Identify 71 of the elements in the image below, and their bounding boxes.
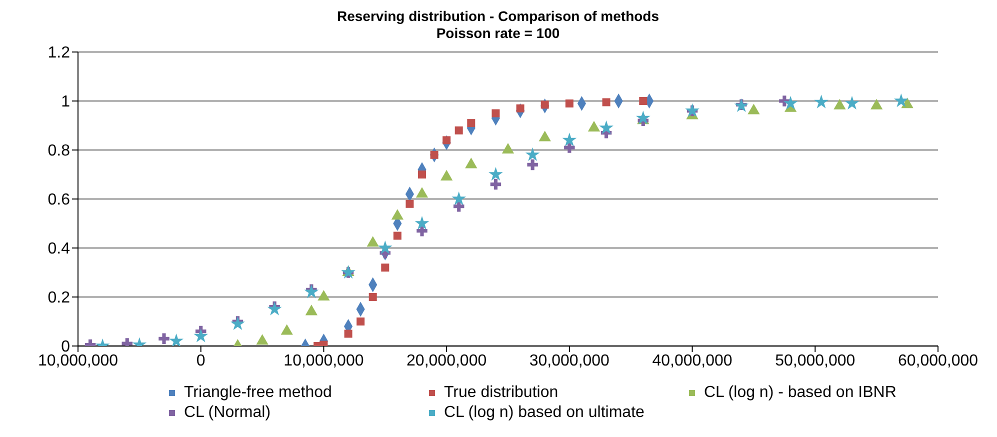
- point: [393, 232, 402, 240]
- point: [414, 216, 430, 230]
- legend-label: CL (Normal): [184, 404, 271, 422]
- point: [844, 96, 860, 110]
- point: [527, 159, 538, 170]
- point: [230, 316, 245, 330]
- point: [452, 191, 466, 206]
- y-tick-label: 0.6: [48, 192, 70, 209]
- x-tick-label: 20,000,000: [406, 352, 487, 370]
- point: [356, 318, 365, 326]
- point: [416, 225, 428, 236]
- point: [834, 98, 846, 110]
- point: [636, 110, 650, 124]
- chart-title: Reserving distribution - Comparison of methods: [336, 8, 660, 25]
- point: [465, 158, 478, 168]
- point: [538, 130, 551, 142]
- point: [391, 209, 404, 220]
- point: [256, 334, 268, 345]
- point: [194, 328, 208, 342]
- point: [378, 240, 392, 254]
- y-tick-label: 1.2: [48, 44, 70, 62]
- y-tick-label: 1: [61, 94, 70, 111]
- point: [366, 236, 379, 247]
- x-tick-label: 30,000,000: [529, 352, 610, 370]
- point: [418, 170, 426, 178]
- point: [490, 178, 502, 190]
- point: [565, 99, 574, 108]
- point: [304, 284, 319, 298]
- chart-subtitle: Poisson rate = 100: [435, 25, 561, 42]
- x-tick-label: 60,000,000: [898, 352, 978, 370]
- point: [368, 293, 377, 301]
- x-tick-label: 10,000,000: [284, 352, 364, 370]
- point: [440, 170, 453, 180]
- point: [894, 93, 908, 108]
- y-tick-label: 0.2: [48, 290, 70, 307]
- point: [525, 147, 540, 162]
- point: [416, 187, 428, 198]
- point: [870, 98, 883, 110]
- x-tick-label: 0: [196, 352, 206, 370]
- legend-label: CL (log n) - based on IBNR: [704, 384, 896, 402]
- point: [814, 94, 828, 108]
- point: [381, 264, 390, 272]
- x-tick-label: 10,000,000: [38, 352, 118, 370]
- x-tick-label: 40,000,000: [652, 352, 732, 370]
- point: [562, 132, 577, 146]
- y-tick-label: 0.8: [48, 142, 70, 160]
- point: [599, 120, 614, 134]
- point: [280, 324, 293, 335]
- x-tick-label: 50,000,000: [775, 352, 856, 370]
- point: [341, 264, 356, 279]
- point: [488, 166, 503, 181]
- point: [158, 333, 170, 344]
- legend-label: True distribution: [444, 384, 558, 402]
- point: [783, 96, 798, 110]
- legend-label: Triangle-free method: [184, 384, 332, 402]
- point: [639, 97, 648, 105]
- point: [492, 109, 500, 118]
- y-tick-label: 0.4: [48, 240, 70, 258]
- point: [169, 334, 184, 346]
- point: [406, 200, 414, 208]
- legend-label: CL (log n) based on ultimate: [444, 404, 644, 422]
- point: [502, 142, 514, 154]
- point: [318, 290, 330, 301]
- point: [305, 304, 318, 316]
- point: [267, 302, 282, 316]
- point: [344, 330, 352, 338]
- point: [588, 120, 600, 132]
- point: [454, 126, 463, 134]
- point: [602, 98, 610, 106]
- point: [467, 119, 476, 128]
- point: [748, 104, 760, 114]
